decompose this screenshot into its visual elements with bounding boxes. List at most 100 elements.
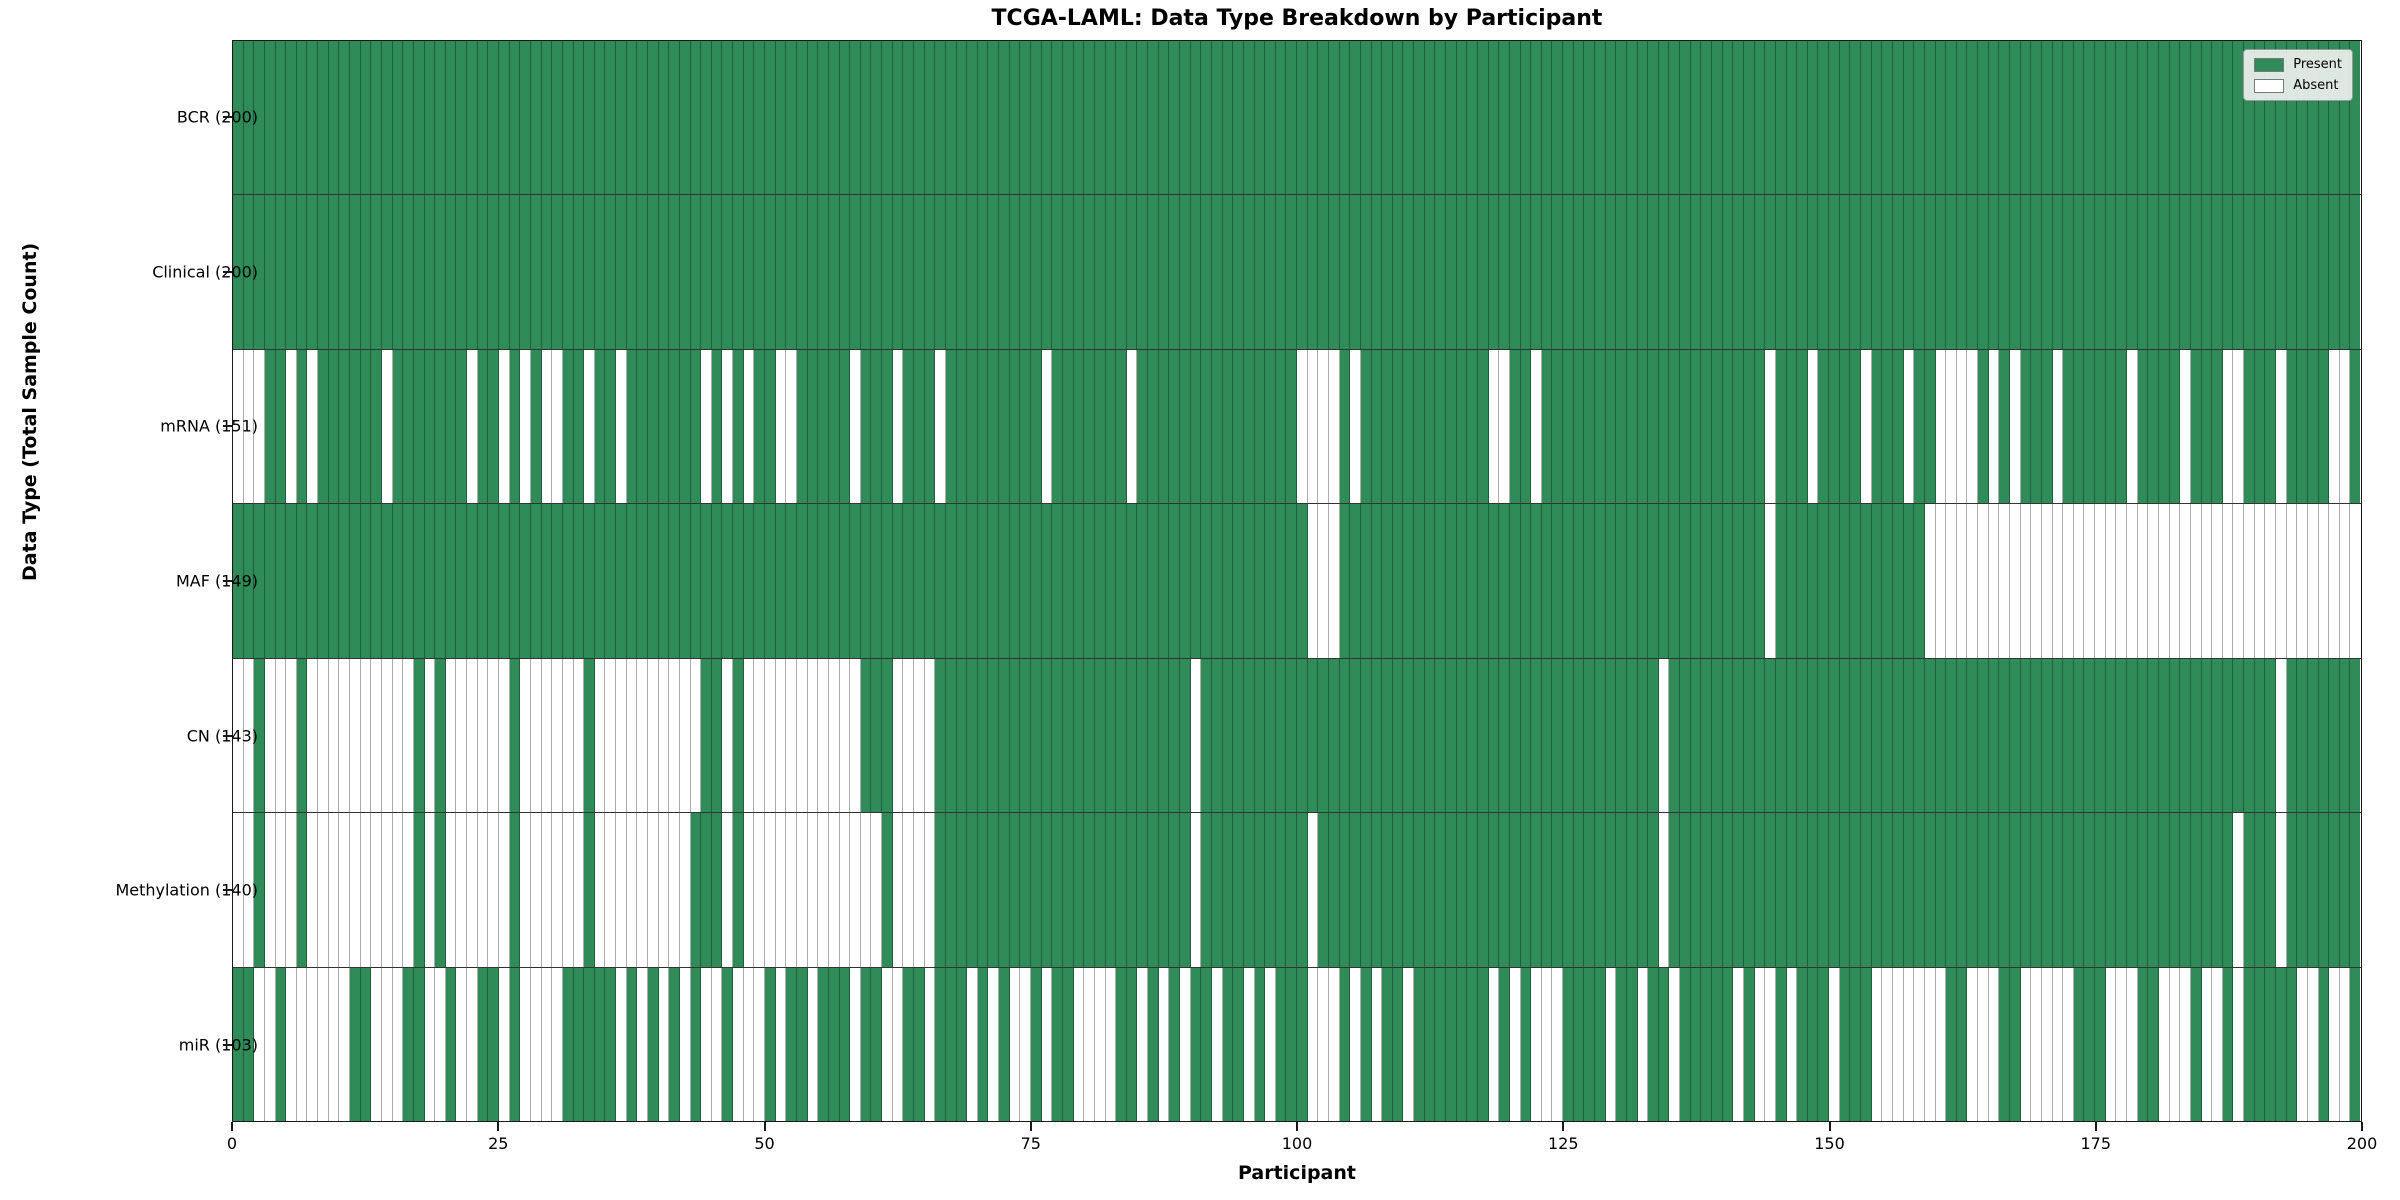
cell (2052, 967, 2064, 1121)
cell (1892, 967, 1904, 1121)
cell (233, 967, 244, 1121)
y-tick-mark (223, 425, 232, 428)
cell (605, 349, 617, 504)
cell (1680, 967, 1691, 1121)
cell (1073, 349, 1085, 504)
cell (2063, 813, 2074, 967)
cell (1233, 504, 1244, 658)
cell (1307, 349, 1319, 504)
cell (2297, 349, 2308, 504)
cell (1882, 658, 1893, 813)
cell (435, 504, 446, 658)
cell (1020, 504, 1032, 658)
cell (1733, 813, 1744, 967)
cell (1435, 349, 1447, 504)
cell (1743, 504, 1755, 658)
cell (350, 349, 361, 504)
cell (1531, 195, 1542, 349)
cell (1446, 658, 1457, 813)
cell (903, 504, 914, 658)
cell (2190, 349, 2202, 504)
cell (520, 813, 531, 967)
cell (2041, 41, 2053, 195)
cell (1180, 41, 1191, 195)
cell (1658, 349, 1670, 504)
cell (1765, 967, 1776, 1121)
x-tick-label-175: 175 (2080, 1134, 2112, 1153)
cell (2095, 349, 2106, 504)
cell (1318, 195, 1329, 349)
cell (935, 349, 946, 504)
cell (860, 504, 872, 658)
cell (2084, 813, 2096, 967)
cell (1275, 195, 1287, 349)
cell (541, 349, 553, 504)
cell (701, 195, 712, 349)
cell (924, 195, 936, 349)
cell (1424, 813, 1436, 967)
cell (924, 349, 936, 504)
cell (690, 813, 702, 967)
cell (1446, 967, 1457, 1121)
cell (988, 504, 1000, 658)
cell (956, 349, 968, 504)
cell (1797, 658, 1808, 813)
cell (1126, 195, 1138, 349)
cell (1914, 41, 1925, 195)
cell (807, 967, 819, 1121)
cell (1797, 504, 1808, 658)
cell (2254, 813, 2266, 967)
cell (2052, 658, 2064, 813)
cell (233, 658, 244, 813)
cell (1371, 349, 1383, 504)
cell (1265, 349, 1276, 504)
cell (1105, 813, 1117, 967)
cell (945, 504, 957, 658)
cell (360, 41, 372, 195)
cell (2201, 349, 2213, 504)
x-tick-mark (2361, 1122, 2363, 1131)
cell (839, 967, 851, 1121)
cell (1297, 41, 1308, 195)
cell (1850, 349, 1862, 504)
x-tick-label-0: 0 (226, 1134, 238, 1153)
cell (2350, 504, 2361, 658)
cell (1978, 41, 1989, 195)
cell (1563, 41, 1574, 195)
cell (1169, 504, 1181, 658)
cell (2254, 504, 2266, 658)
cell (1967, 658, 1979, 813)
cell (1084, 967, 1095, 1121)
cell (1743, 41, 1755, 195)
cell (1211, 41, 1223, 195)
cell (1573, 504, 1585, 658)
cell (2318, 967, 2330, 1121)
cell (456, 658, 468, 813)
cell (786, 658, 797, 813)
cell (562, 504, 574, 658)
cell (669, 41, 680, 195)
cell (1861, 504, 1872, 658)
cell (1637, 658, 1649, 813)
cell (2233, 349, 2245, 504)
cell (679, 349, 691, 504)
cell (1839, 195, 1851, 349)
cell (1903, 813, 1915, 967)
cell (2190, 504, 2202, 658)
cell (435, 41, 446, 195)
cell (1978, 967, 1989, 1121)
cell (477, 504, 489, 658)
cell (1105, 504, 1117, 658)
cell (1924, 195, 1936, 349)
cell (392, 813, 404, 967)
cell (1946, 349, 1957, 504)
cell (1328, 813, 1340, 967)
cell (2318, 658, 2330, 813)
cell (1169, 967, 1181, 1121)
cell (1626, 195, 1638, 349)
cell (350, 41, 361, 195)
cell (935, 813, 946, 967)
cell (1754, 813, 1766, 967)
cell (413, 349, 425, 504)
cell (2276, 349, 2287, 504)
